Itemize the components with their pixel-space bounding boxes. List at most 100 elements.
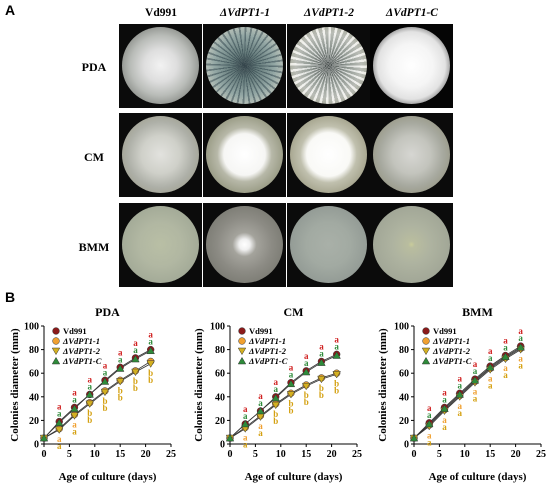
x-tick-label: 10	[276, 449, 286, 460]
plate-bmm-dvdpt1-c	[370, 203, 453, 287]
x-axis-label: Age of culture (days)	[245, 471, 343, 483]
significance-letter: a	[72, 394, 77, 404]
data-point	[409, 433, 419, 442]
y-tick-label: 60	[215, 369, 225, 380]
data-point	[317, 375, 326, 384]
plate-cm-vd991	[119, 113, 202, 197]
x-axis-label: Age of culture (days)	[429, 471, 527, 483]
data-point	[332, 351, 341, 359]
data-point	[241, 419, 250, 428]
significance-letter: b	[273, 416, 278, 426]
data-point	[115, 378, 125, 386]
plate-pda-dvdpt1-c	[370, 24, 453, 108]
y-tick-label: 100	[394, 322, 409, 333]
y-tick-label: 40	[29, 392, 39, 403]
legend-label: Vd991	[63, 326, 87, 336]
x-tick-label: 0	[412, 449, 417, 460]
y-tick-label: 60	[29, 369, 39, 380]
significance-letter: a	[427, 410, 432, 420]
significance-letter: b	[304, 390, 309, 400]
data-point	[332, 371, 341, 379]
legend-label: ΔVdPT1-1	[248, 336, 286, 346]
significance-letter: a	[72, 387, 77, 397]
significance-letter: a	[518, 333, 523, 343]
x-tick-label: 10	[90, 449, 100, 460]
x-tick-label: 15	[115, 449, 125, 460]
legend-marker	[51, 356, 61, 365]
plate-bmm-dvdpt1-2	[287, 203, 370, 287]
legend-marker	[238, 327, 246, 335]
data-point	[85, 390, 94, 398]
plate-pda-dvdpt1-1	[203, 24, 286, 108]
significance-letter: a	[243, 440, 248, 450]
y-tick-label: 40	[215, 392, 225, 403]
x-tick-label: 0	[228, 449, 233, 460]
legend-label: ΔVdPT1-C	[432, 356, 472, 366]
legend-marker	[52, 337, 60, 345]
row-label-pda: PDA	[81, 60, 107, 74]
y-tick-label: 40	[399, 392, 409, 403]
significance-letter: a	[457, 401, 462, 411]
data-point	[425, 419, 434, 428]
significance-letter: a	[57, 441, 62, 451]
column-header-dvdpt1-c: ΔVdPT1-C	[386, 7, 438, 19]
legend-marker	[237, 347, 247, 356]
significance-letter: b	[334, 378, 339, 388]
column-header-dvdpt1-1: ΔVdPT1-1	[219, 7, 270, 19]
y-tick-label: 80	[399, 345, 409, 356]
data-point	[501, 352, 510, 360]
data-point	[146, 360, 155, 368]
significance-letter: a	[427, 437, 432, 447]
significance-letter: b	[288, 398, 293, 408]
significance-letter: a	[503, 370, 508, 380]
significance-letter: a	[273, 384, 278, 394]
data-point	[55, 426, 64, 434]
data-point	[100, 388, 110, 397]
data-point	[225, 433, 235, 442]
significance-letter: a	[148, 330, 153, 340]
legend-label: ΔVdPT1-2	[62, 346, 101, 356]
x-tick-label: 15	[301, 449, 311, 460]
legend-label: ΔVdPT1-2	[248, 346, 287, 356]
y-tick-label: 0	[404, 440, 409, 451]
significance-letter: a	[442, 415, 447, 425]
significance-letter: a	[488, 353, 493, 363]
data-point	[131, 368, 140, 377]
panel-b-letter: B	[5, 289, 16, 305]
significance-letter: b	[87, 408, 92, 418]
significance-letter: a	[243, 433, 248, 443]
significance-letter: a	[457, 380, 462, 390]
data-point	[70, 412, 79, 420]
significance-letter: a	[72, 420, 77, 430]
significance-letter: a	[57, 409, 62, 419]
significance-letter: b	[102, 396, 107, 406]
significance-letter: a	[442, 387, 447, 397]
significance-letter: a	[258, 398, 263, 408]
data-point	[70, 404, 79, 412]
significance-letter: a	[273, 377, 278, 387]
significance-letter: a	[503, 343, 508, 353]
significance-letter: a	[258, 428, 263, 438]
data-point	[301, 367, 311, 376]
significance-letter: a	[473, 366, 478, 376]
significance-letter: b	[319, 390, 324, 400]
y-tick-label: 0	[34, 440, 39, 451]
significance-letter: a	[103, 360, 108, 370]
data-point	[256, 406, 265, 415]
data-point	[485, 363, 495, 371]
significance-letter: a	[87, 381, 92, 391]
legend-marker	[237, 356, 247, 365]
significance-letter: a	[133, 338, 138, 348]
data-point	[115, 364, 125, 372]
significance-letter: a	[473, 387, 478, 397]
significance-letter: b	[87, 415, 92, 425]
legend-label: ΔVdPT1-2	[432, 346, 471, 356]
legend-label: ΔVdPT1-1	[62, 336, 100, 346]
plate-pda-vd991	[119, 24, 202, 108]
significance-letter: b	[334, 385, 339, 395]
significance-letter: a	[457, 408, 462, 418]
significance-letter: b	[148, 368, 153, 378]
data-point	[271, 401, 280, 410]
data-point	[100, 377, 110, 385]
data-point	[286, 379, 296, 388]
